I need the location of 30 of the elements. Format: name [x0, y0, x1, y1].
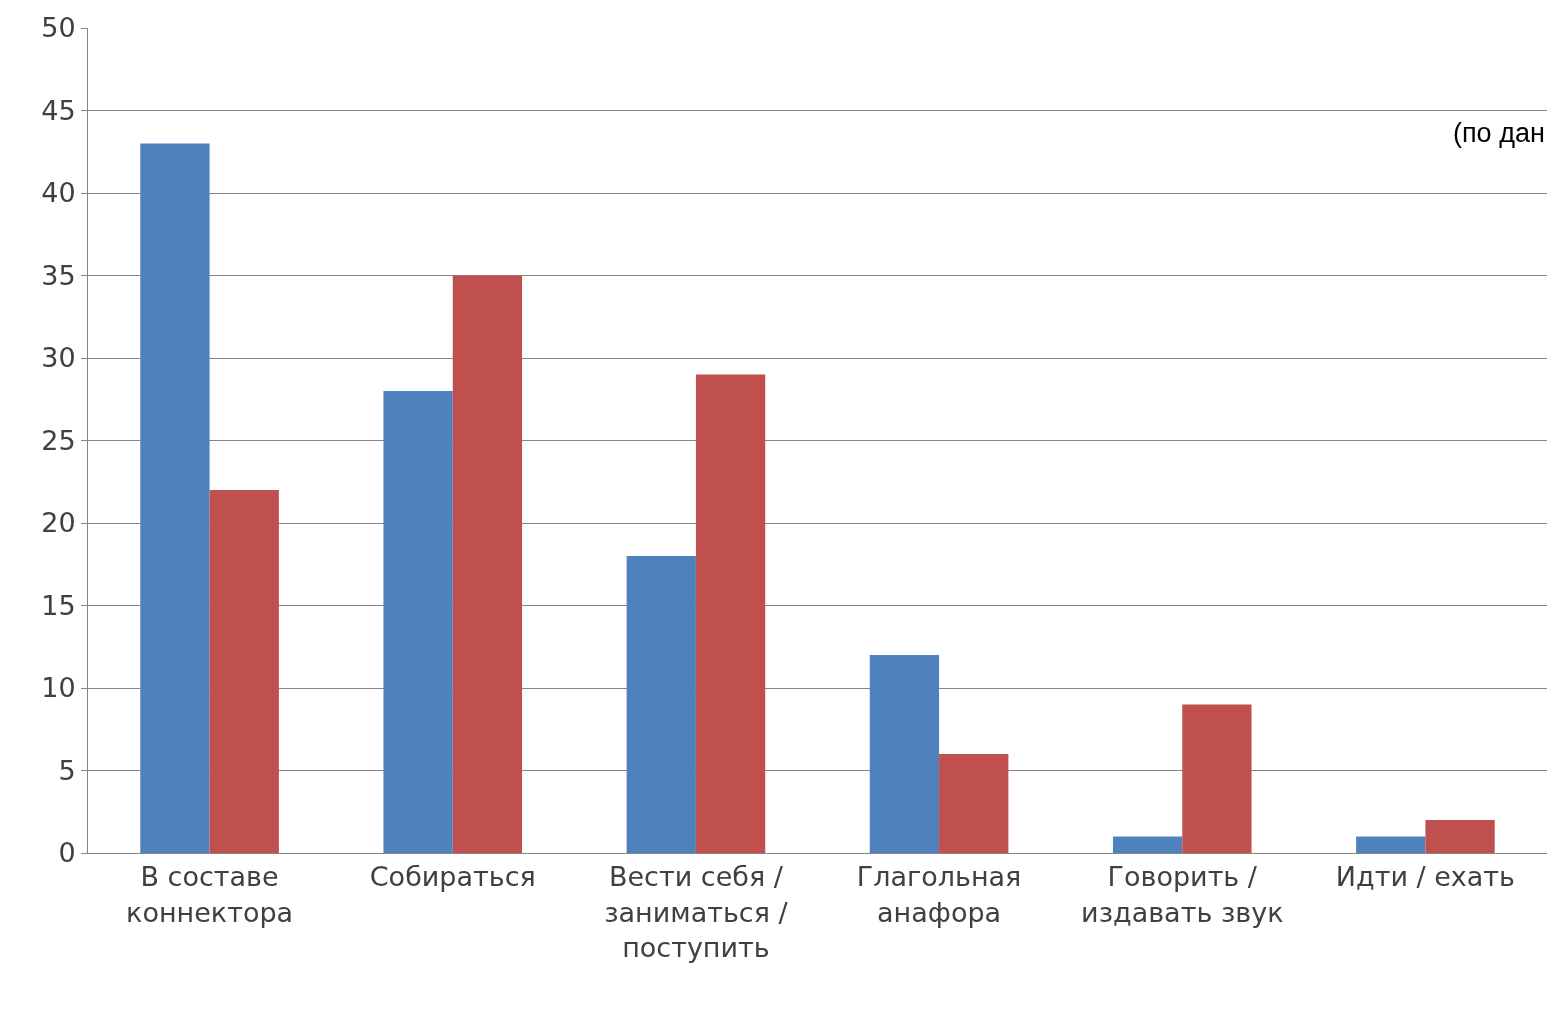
bar: [626, 556, 696, 853]
bar: [452, 275, 523, 853]
x-tick-label: Глагольная анафора: [856, 861, 1022, 928]
y-tick-label: 50: [41, 12, 76, 44]
y-tick-label: 15: [41, 589, 76, 621]
bar: [1112, 836, 1183, 853]
bar: [869, 655, 940, 853]
bar: [1182, 704, 1252, 853]
y-tick-label: 5: [58, 754, 76, 786]
bar: [383, 391, 453, 853]
x-tick-label: В составе коннектора: [126, 861, 294, 928]
y-tick-label: 35: [41, 259, 76, 291]
y-tick-label: 40: [41, 177, 76, 209]
y-tick-label: 30: [41, 342, 76, 374]
annotation: (по дан: [1453, 118, 1545, 148]
x-tick-label: Собираться: [369, 861, 536, 893]
bar: [1425, 820, 1495, 853]
bar: [695, 374, 766, 853]
x-tick-label: Говорить / издавать звук: [1081, 861, 1284, 928]
x-tick-label: Вести себя / заниматься / поступить: [604, 861, 789, 963]
y-tick-label: 25: [41, 424, 76, 456]
y-tick-label: 45: [41, 94, 76, 126]
bar: [209, 490, 279, 853]
y-tick-label: 0: [58, 837, 76, 869]
y-tick-label: 10: [41, 672, 76, 704]
bar: [939, 754, 1009, 853]
bar: [1356, 836, 1426, 853]
x-tick-label: Идти / ехать: [1335, 861, 1516, 893]
bar: [140, 143, 210, 853]
y-tick-label: 20: [41, 507, 76, 539]
